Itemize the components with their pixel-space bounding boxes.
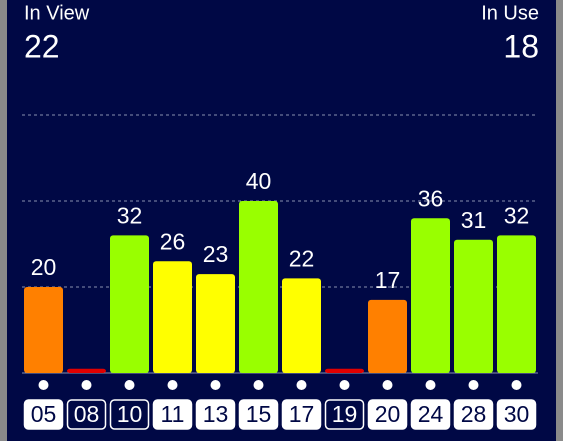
status-dot	[382, 380, 393, 390]
satellite-box	[410, 399, 451, 430]
value-label: 32	[117, 202, 143, 228]
satellite-id: 11	[161, 401, 185, 427]
satellite-box	[453, 399, 494, 430]
satellite-id: 17	[289, 401, 315, 427]
satellite-id: 10	[117, 401, 143, 427]
bar	[153, 261, 192, 373]
status-dot	[38, 380, 49, 390]
value-label: 40	[246, 168, 272, 194]
status-dot	[296, 380, 307, 390]
value-label: 22	[289, 245, 315, 271]
status-dot	[124, 380, 135, 390]
satellite-box	[195, 399, 236, 430]
satellite-box	[324, 399, 365, 430]
value-label: 31	[461, 207, 487, 233]
status-dot	[339, 380, 350, 390]
bar	[110, 235, 149, 373]
satellite-box	[496, 399, 537, 430]
bar	[24, 287, 63, 373]
status-dot	[253, 380, 264, 390]
bar	[368, 299, 407, 373]
value-label: 17	[375, 267, 401, 293]
bar	[325, 368, 364, 373]
satellite-id: 13	[203, 401, 229, 427]
satellite-id: 05	[31, 401, 57, 427]
bar	[67, 368, 106, 373]
satellite-box	[109, 399, 150, 430]
bar	[454, 239, 493, 373]
satellite-id: 20	[375, 401, 401, 427]
in-view-label: In View	[24, 2, 90, 24]
value-label: 26	[160, 228, 186, 254]
bar	[497, 235, 536, 373]
status-dot	[425, 380, 436, 390]
bar	[411, 218, 450, 373]
satellite-id: 15	[246, 401, 272, 427]
value-label: 32	[504, 202, 530, 228]
value-label: 36	[418, 185, 444, 211]
satellite-id: 19	[332, 401, 358, 427]
status-dot	[468, 380, 479, 390]
satellite-id: 24	[418, 401, 444, 427]
status-dot	[511, 380, 522, 390]
satellite-id: 30	[504, 401, 530, 427]
status-dot	[167, 380, 178, 390]
left-edge	[0, 0, 7, 441]
satellite-box	[238, 399, 279, 430]
bar	[239, 201, 278, 373]
status-dot	[210, 380, 221, 390]
satellite-box	[367, 399, 408, 430]
status-dot	[81, 380, 92, 390]
satellite-box	[152, 399, 193, 430]
satellite-box	[66, 399, 107, 430]
satellite-box	[281, 399, 322, 430]
bar	[282, 278, 321, 373]
satellite-id: 08	[74, 401, 100, 427]
in-use-label: In Use	[481, 2, 539, 24]
value-label: 20	[31, 254, 57, 280]
right-edge	[556, 0, 563, 441]
satellite-box	[23, 399, 64, 430]
in-use-count: 18	[503, 28, 539, 64]
bar	[196, 274, 235, 373]
value-label: 23	[203, 241, 229, 267]
satellite-id: 28	[461, 401, 487, 427]
in-view-count: 22	[24, 28, 60, 64]
